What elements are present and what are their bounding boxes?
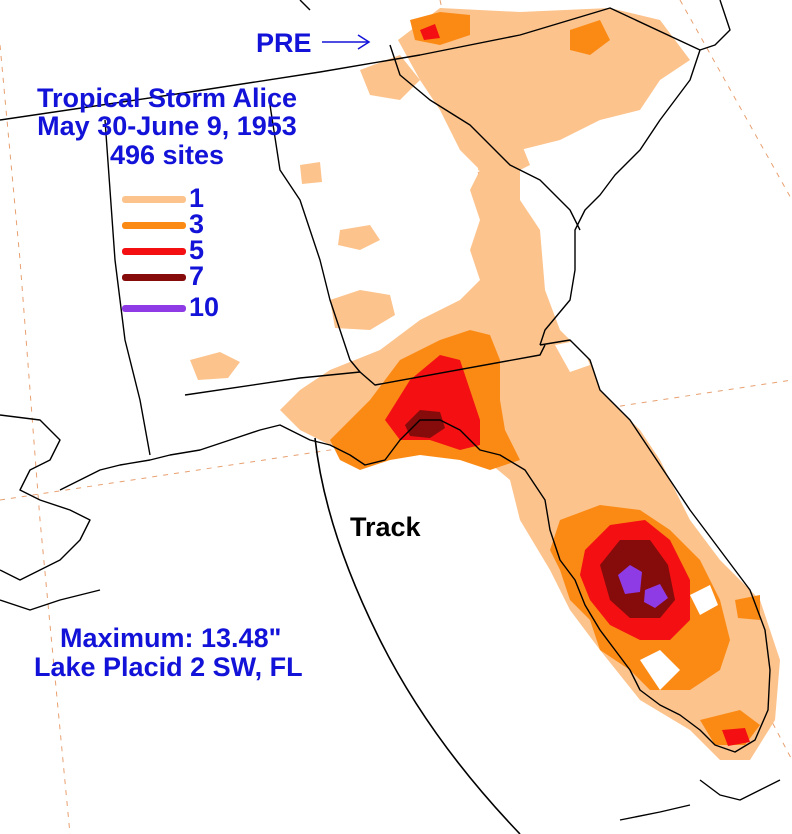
legend-swatch	[122, 222, 186, 229]
legend-label: 5	[189, 235, 205, 265]
storm-track	[314, 437, 521, 834]
legend-swatch	[122, 248, 186, 255]
fl-ga-border	[184, 344, 546, 396]
contour-10in	[618, 565, 642, 594]
legend-swatch	[122, 196, 186, 203]
rainfall-contours	[190, 8, 780, 760]
florida-coast	[59, 339, 771, 753]
pre-label: PRE	[256, 28, 312, 58]
track-label: Track	[350, 512, 421, 542]
contour-7in	[405, 410, 445, 438]
al-ms-border	[104, 119, 151, 456]
maximum-value: Maximum: 13.48"	[60, 623, 282, 653]
legend-swatch	[122, 274, 186, 281]
legend-item-7: 7	[122, 261, 242, 292]
legend-item-3: 3	[122, 209, 242, 240]
northern-border	[0, 7, 701, 121]
title-line-1: Tropical Storm Alice	[36, 83, 298, 113]
legend-label: 7	[189, 261, 205, 291]
pre-arrow-icon	[322, 34, 371, 50]
legend-item-1: 1	[122, 183, 242, 214]
legend-item-10: 10	[122, 292, 242, 323]
al-ga-border	[269, 104, 361, 373]
legend-swatch	[122, 305, 186, 312]
legend-label: 3	[189, 209, 205, 239]
site-count: 496 sites	[109, 140, 225, 170]
atlantic-coast	[539, 49, 701, 346]
boundaries	[0, 0, 781, 821]
title-line-2: May 30-June 9, 1953	[37, 111, 297, 141]
legend-label: 1	[189, 183, 205, 213]
legend-item-5: 5	[122, 235, 242, 266]
maximum-location: Lake Placid 2 SW, FL	[34, 652, 303, 682]
ga-sc-border	[389, 44, 581, 231]
legend-label: 10	[189, 292, 220, 322]
